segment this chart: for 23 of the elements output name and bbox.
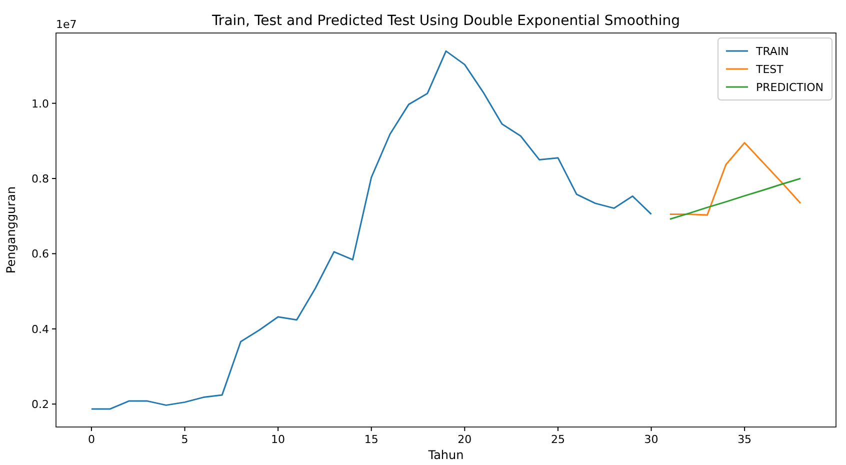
- y-tick-label: 0.4: [32, 322, 49, 336]
- text: 1e7: [56, 18, 77, 31]
- legend-label: TRAIN: [755, 45, 789, 58]
- x-tick-label: 10: [271, 433, 286, 446]
- x-tick-label: 35: [738, 433, 752, 446]
- y-tick-label: 1.0: [32, 97, 49, 110]
- legend-label: TEST: [755, 63, 784, 76]
- x-tick-label: 25: [550, 433, 565, 446]
- line-series: [669, 142, 802, 216]
- y-tick-label: 0.6: [32, 248, 49, 261]
- x-axis-title: Tahun: [427, 448, 464, 462]
- legend-label: PREDICTION: [756, 81, 824, 94]
- line-series: [669, 178, 802, 220]
- y-tick-label: 0.8: [32, 172, 49, 186]
- y-axis-title: Pengangguran: [4, 186, 18, 274]
- x-tick-label: 15: [364, 433, 378, 446]
- x-tick-label: 0: [88, 433, 95, 446]
- x-tick-label: 30: [644, 433, 658, 446]
- chart-title: Train, Test and Predicted Test Using Double Exponential Smoothing: [210, 13, 680, 29]
- y-tick-label: 0.2: [32, 398, 49, 412]
- line-series: [90, 50, 652, 410]
- x-tick-label: 5: [181, 433, 188, 446]
- x-tick-label: 20: [458, 433, 472, 446]
